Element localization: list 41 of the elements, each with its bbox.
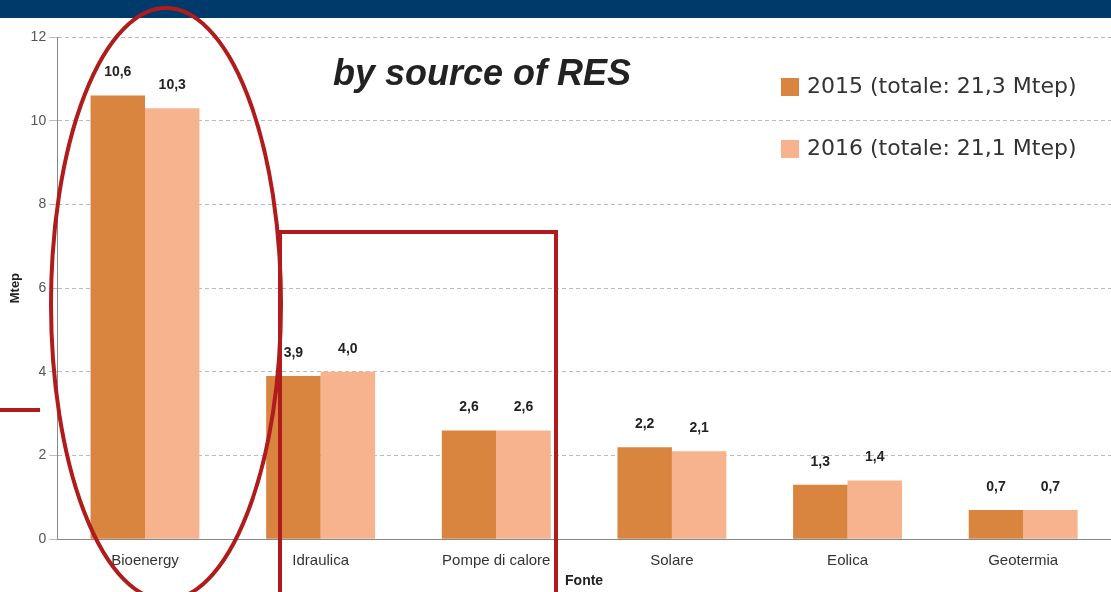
x-tick-label: Solare [650, 551, 694, 569]
chart-title: by source of RES [332, 51, 632, 93]
data-label: 4,0 [338, 339, 358, 356]
bar [144, 108, 200, 539]
y-tick-label: 2 [38, 446, 47, 463]
data-label: 1,3 [810, 452, 831, 469]
bar [90, 95, 145, 539]
bar [968, 509, 1024, 539]
x-tick-label: Bioenergy [111, 551, 180, 569]
y-tick-label: 12 [30, 27, 47, 44]
legend-label: 2015 (totale: 21,3 Mtep) [807, 72, 1077, 98]
x-tick-label: Pompe di calore [442, 551, 551, 569]
bar [617, 447, 672, 539]
x-axis-title: Fonte [565, 572, 604, 589]
y-tick-label: 6 [38, 278, 47, 295]
bar [671, 451, 727, 539]
data-label: 10,3 [158, 76, 187, 92]
data-label: 2,6 [513, 398, 534, 415]
data-label: 0,7 [1040, 477, 1061, 494]
y-tick-label: 10 [30, 111, 47, 128]
data-label: 2,2 [634, 414, 655, 431]
data-label: 10,6 [104, 63, 132, 80]
y-axis-title: Mtep [7, 272, 23, 304]
bar [793, 484, 848, 539]
bar [441, 430, 497, 539]
data-label: 3,9 [283, 343, 304, 360]
x-tick-label: Idraulica [292, 551, 350, 569]
bar [320, 371, 376, 539]
x-tick-label: Geotermia [988, 551, 1059, 569]
x-tick-label: Eolica [827, 551, 869, 569]
data-label: 1,4 [865, 448, 885, 465]
data-label: 0,7 [986, 477, 1006, 494]
data-label: 2,6 [459, 398, 479, 415]
bar [496, 430, 551, 539]
y-tick-label: 0 [38, 530, 47, 547]
bar [1023, 509, 1078, 539]
legend-label: 2016 (totale: 21,1 Mtep) [807, 134, 1077, 160]
bar [847, 480, 902, 539]
data-label: 2,1 [689, 419, 710, 436]
y-tick-label: 4 [38, 362, 47, 379]
y-tick-label: 8 [38, 195, 47, 212]
